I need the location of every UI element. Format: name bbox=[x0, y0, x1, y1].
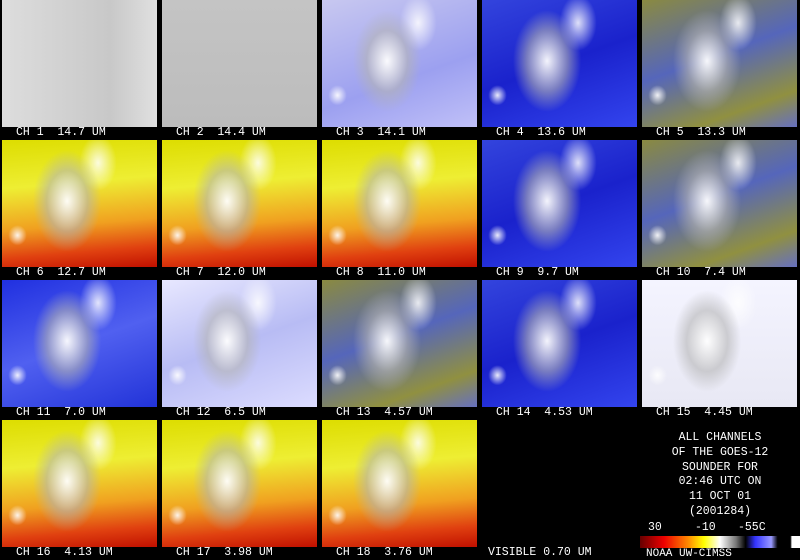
panel-label: CH 16 4.13 UM bbox=[16, 546, 113, 559]
panel-label: VISIBLE 0.70 UM bbox=[488, 546, 592, 559]
panel-image bbox=[322, 280, 477, 407]
panel-image bbox=[162, 0, 317, 127]
channel-panel: CH 11 7.0 UM bbox=[0, 280, 160, 420]
panel-label: CH 11 7.0 UM bbox=[16, 406, 106, 419]
info-line: OF THE GOES-12 bbox=[671, 445, 769, 459]
credit: NOAA UW-CIMSS bbox=[646, 548, 732, 560]
panel-image bbox=[2, 280, 157, 407]
panel-label: CH 12 6.5 UM bbox=[176, 406, 266, 419]
panel-label: CH 8 11.0 UM bbox=[336, 266, 426, 279]
panel-image bbox=[642, 140, 797, 267]
colorbar-label: 30 bbox=[648, 521, 662, 534]
channel-panel: CH 7 12.0 UM bbox=[160, 140, 320, 280]
channel-panel: CH 18 3.76 UM bbox=[320, 420, 480, 560]
panel-label: CH 17 3.98 UM bbox=[176, 546, 273, 559]
channel-panel: CH 15 4.45 UM bbox=[640, 280, 800, 420]
panel-label: CH 2 14.4 UM bbox=[176, 126, 266, 139]
info-line: (2001284) bbox=[688, 505, 752, 518]
channel-panel: CH 6 12.7 UM bbox=[0, 140, 160, 280]
panel-image bbox=[2, 420, 157, 547]
panel-image bbox=[162, 280, 317, 407]
info-line: ALL CHANNELS bbox=[678, 431, 762, 444]
channel-panel: CH 2 14.4 UM bbox=[160, 0, 320, 140]
panel-label: CH 3 14.1 UM bbox=[336, 126, 426, 139]
channel-panel: CH 9 9.7 UM bbox=[480, 140, 640, 280]
panel-image bbox=[482, 0, 637, 127]
panel-image bbox=[482, 140, 637, 267]
panel-image bbox=[2, 140, 157, 267]
colorbar-label: -10 bbox=[695, 521, 716, 534]
channel-panel: CH 12 6.5 UM bbox=[160, 280, 320, 420]
panel-label: CH 1 14.7 UM bbox=[16, 126, 106, 139]
colorbar bbox=[640, 536, 800, 548]
panel-label: CH 6 12.7 UM bbox=[16, 266, 106, 279]
panel-image bbox=[322, 420, 477, 547]
info-line: 02:46 UTC ON bbox=[678, 475, 762, 489]
panel-label: CH 7 12.0 UM bbox=[176, 266, 266, 279]
panel-image bbox=[322, 0, 477, 127]
panel-label: CH 4 13.6 UM bbox=[496, 126, 586, 139]
panel-label: CH 15 4.45 UM bbox=[656, 406, 753, 419]
panel-image bbox=[482, 280, 637, 407]
panel-image bbox=[2, 0, 157, 127]
panel-image bbox=[322, 140, 477, 267]
visible-panel: VISIBLE 0.70 UM bbox=[480, 420, 640, 560]
panel-image bbox=[482, 420, 637, 547]
panel-label: CH 13 4.57 UM bbox=[336, 406, 433, 419]
colorbar-label: -55C bbox=[738, 521, 766, 534]
channel-panel: CH 5 13.3 UM bbox=[640, 0, 800, 140]
channel-panel: CH 14 4.53 UM bbox=[480, 280, 640, 420]
panel-image bbox=[162, 420, 317, 547]
panel-label: CH 10 7.4 UM bbox=[656, 266, 746, 279]
panel-label: CH 9 9.7 UM bbox=[496, 266, 579, 279]
info-line: SOUNDER FOR bbox=[682, 460, 758, 474]
channel-panel: CH 4 13.6 UM bbox=[480, 0, 640, 140]
channel-panel: CH 13 4.57 UM bbox=[320, 280, 480, 420]
channel-panel: CH 3 14.1 UM bbox=[320, 0, 480, 140]
channel-panel: CH 1 14.7 UM bbox=[0, 0, 160, 140]
panel-image bbox=[642, 280, 797, 407]
panel-label: CH 18 3.76 UM bbox=[336, 546, 433, 559]
panel-image bbox=[162, 140, 317, 267]
info-line: 11 OCT 01 bbox=[688, 490, 752, 504]
panel-label: CH 5 13.3 UM bbox=[656, 126, 746, 139]
channel-panel: CH 10 7.4 UM bbox=[640, 140, 800, 280]
panel-image bbox=[642, 0, 797, 127]
channel-panel: CH 17 3.98 UM bbox=[160, 420, 320, 560]
channel-panel: CH 16 4.13 UM bbox=[0, 420, 160, 560]
channel-panel: CH 8 11.0 UM bbox=[320, 140, 480, 280]
panel-label: CH 14 4.53 UM bbox=[496, 406, 593, 419]
